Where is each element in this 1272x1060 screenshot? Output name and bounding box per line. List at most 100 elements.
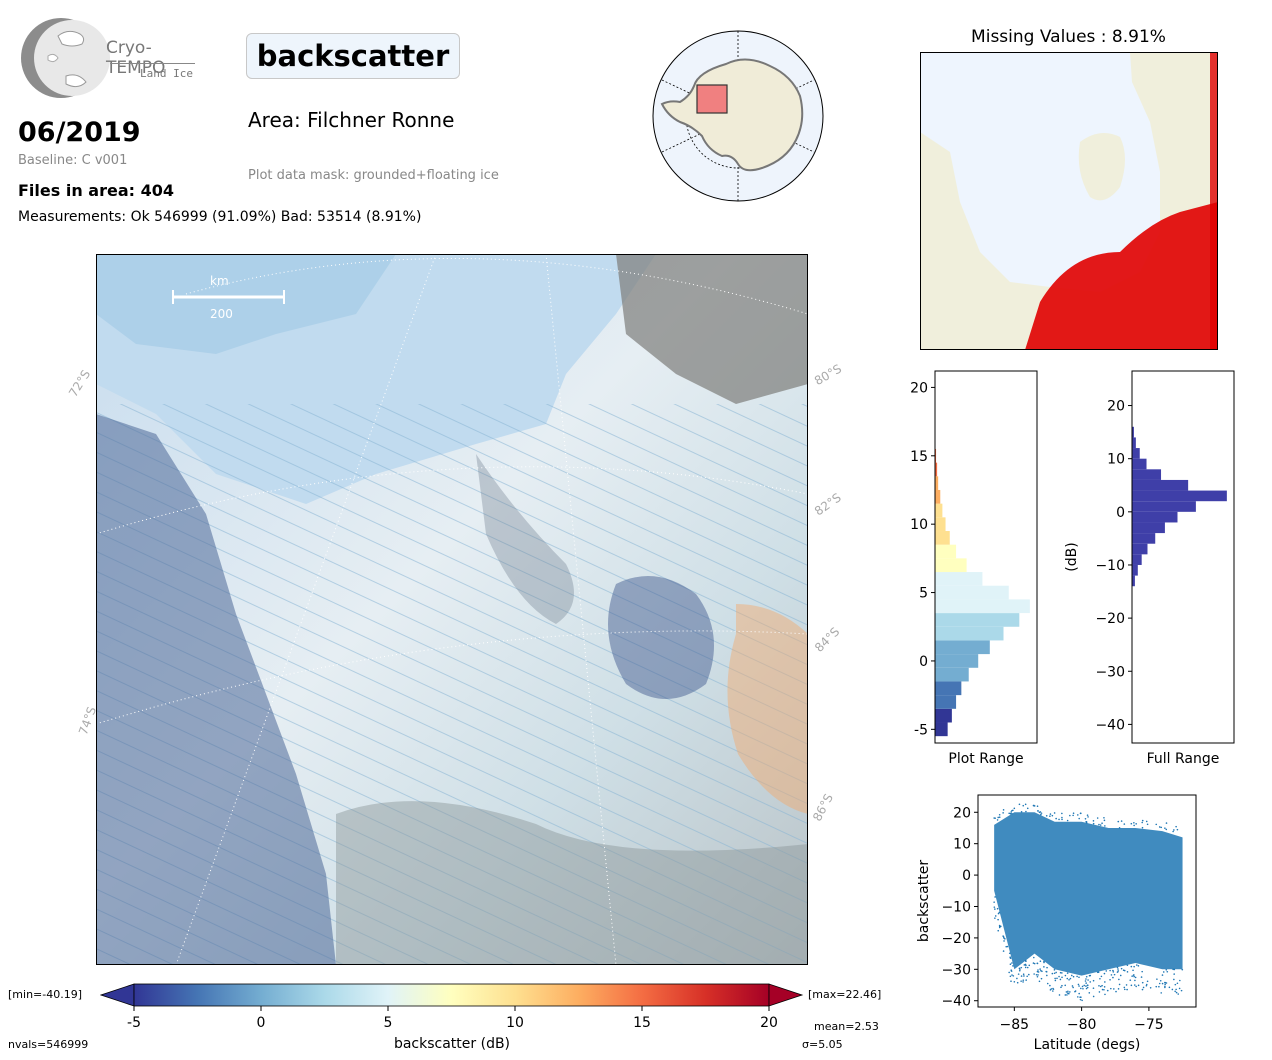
histogram-bar bbox=[935, 503, 943, 518]
scatter-point bbox=[1061, 984, 1063, 987]
scatter-point bbox=[1039, 968, 1041, 970]
scatter-point bbox=[1054, 979, 1057, 982]
scatter-point bbox=[1145, 984, 1148, 987]
scatter-point bbox=[1149, 986, 1152, 989]
scatter-point bbox=[1082, 987, 1084, 990]
scatter-point bbox=[1036, 975, 1039, 978]
scatter-point bbox=[1039, 960, 1042, 963]
histogram-bar bbox=[1132, 554, 1142, 565]
scatter-point bbox=[1059, 978, 1062, 981]
scatter-point bbox=[1012, 975, 1015, 977]
scatter-point bbox=[1132, 974, 1135, 976]
histogram-bar bbox=[1132, 490, 1227, 502]
missing-values-title: Missing Values : 8.91% bbox=[971, 27, 1166, 47]
scatter-point bbox=[1038, 980, 1041, 983]
scatter-point bbox=[1177, 993, 1180, 995]
scatter-point bbox=[1173, 973, 1175, 975]
scatter-point bbox=[1009, 957, 1012, 959]
scatter-point bbox=[1104, 993, 1106, 996]
baseline-label: Baseline: C v001 bbox=[18, 153, 128, 168]
scatter-point bbox=[1130, 965, 1133, 968]
scatter-point bbox=[1122, 969, 1125, 972]
scatter-point bbox=[1071, 985, 1074, 987]
histogram-xlabel: Plot Range bbox=[948, 751, 1023, 767]
scatter-ytick-label: −30 bbox=[941, 962, 971, 978]
scatter-point bbox=[1116, 971, 1119, 973]
histogram-bar bbox=[935, 544, 957, 559]
scatter-point bbox=[1035, 973, 1038, 976]
scatter-xlabel: Latitude (degs) bbox=[1034, 1037, 1141, 1053]
scatter-point bbox=[1173, 829, 1175, 831]
scatter-point-cloud bbox=[994, 812, 1183, 976]
scatter-point bbox=[1141, 981, 1144, 984]
scatter-point bbox=[1036, 970, 1039, 973]
scatter-point bbox=[1126, 988, 1128, 991]
scatter-point bbox=[1141, 821, 1143, 824]
scatter-point bbox=[1133, 821, 1135, 824]
scatter-point bbox=[1146, 980, 1149, 983]
scatter-point bbox=[1085, 987, 1088, 990]
scatter-point bbox=[1080, 812, 1082, 815]
scatter-point bbox=[1017, 973, 1020, 975]
scatter-point bbox=[1123, 986, 1126, 989]
area-of-interest-box bbox=[696, 84, 728, 114]
scatter-point bbox=[1120, 967, 1123, 970]
histogram-bar bbox=[1132, 575, 1135, 587]
scatter-point bbox=[1033, 956, 1035, 959]
scatter-point bbox=[1022, 973, 1025, 975]
scatter-point bbox=[1103, 972, 1106, 975]
histogram-bar bbox=[935, 462, 938, 477]
histogram-bar bbox=[935, 558, 967, 573]
histogram-ytick-label: 10 bbox=[1107, 452, 1125, 468]
plot-range-histogram: -5 0 5 10 15 20 Plot Range bbox=[910, 370, 1038, 767]
scatter-point bbox=[1112, 969, 1114, 972]
histogram-ytick-label: −40 bbox=[1095, 717, 1125, 733]
scatter-point bbox=[1141, 819, 1144, 822]
scatter-point bbox=[994, 817, 996, 820]
scatter-point bbox=[1061, 818, 1063, 821]
scatter-point bbox=[1051, 814, 1054, 817]
scatter-point bbox=[1061, 972, 1063, 974]
scatter-point bbox=[1037, 969, 1039, 971]
scatter-point bbox=[1179, 979, 1181, 982]
antarctica-locator-map bbox=[652, 30, 824, 202]
scatter-point bbox=[1101, 984, 1103, 987]
scatter-point bbox=[1049, 984, 1051, 987]
scatter-point bbox=[1103, 988, 1105, 991]
files-in-area: Files in area: 404 bbox=[18, 181, 174, 200]
scatter-point bbox=[1098, 984, 1100, 987]
scatter-point bbox=[1117, 988, 1120, 990]
scatter-point bbox=[1165, 968, 1168, 971]
scatter-point bbox=[998, 911, 1001, 914]
scatter-point bbox=[1083, 984, 1086, 987]
scatter-point bbox=[1078, 992, 1080, 995]
histogram-bar bbox=[935, 531, 950, 545]
histogram-bar bbox=[1132, 458, 1147, 470]
histogram-bar bbox=[1132, 426, 1134, 438]
scatter-point bbox=[1178, 987, 1181, 990]
scatter-point bbox=[1064, 974, 1067, 977]
scatter-point bbox=[1096, 971, 1099, 974]
scatter-point bbox=[1053, 812, 1056, 814]
scatter-point bbox=[1099, 824, 1102, 826]
scatter-point bbox=[1145, 983, 1148, 986]
scatter-point bbox=[1033, 962, 1036, 965]
scale-bar: km 200 bbox=[172, 274, 285, 321]
histogram-bar bbox=[935, 585, 1009, 600]
backscatter-latitude-scatter: 20 10 0 −10 −20 −30 −40 −85 −80 −75 Latitude (degs… bbox=[916, 794, 1197, 1053]
scatter-point bbox=[1131, 975, 1133, 977]
scatter-point bbox=[1028, 964, 1031, 967]
scatter-point bbox=[1009, 975, 1012, 978]
scatter-point bbox=[1175, 988, 1177, 991]
histogram-bar bbox=[935, 722, 948, 737]
scatter-point bbox=[1046, 974, 1048, 977]
scatter-point bbox=[1165, 828, 1168, 831]
scatter-point bbox=[1049, 815, 1051, 818]
scatter-point bbox=[1002, 809, 1005, 811]
scatter-point bbox=[1173, 968, 1176, 971]
scatter-point bbox=[1036, 962, 1039, 965]
scatter-point bbox=[1137, 984, 1140, 987]
scatter-point bbox=[1164, 986, 1166, 989]
scatter-point bbox=[1101, 822, 1103, 825]
scatter-point bbox=[1026, 975, 1028, 978]
